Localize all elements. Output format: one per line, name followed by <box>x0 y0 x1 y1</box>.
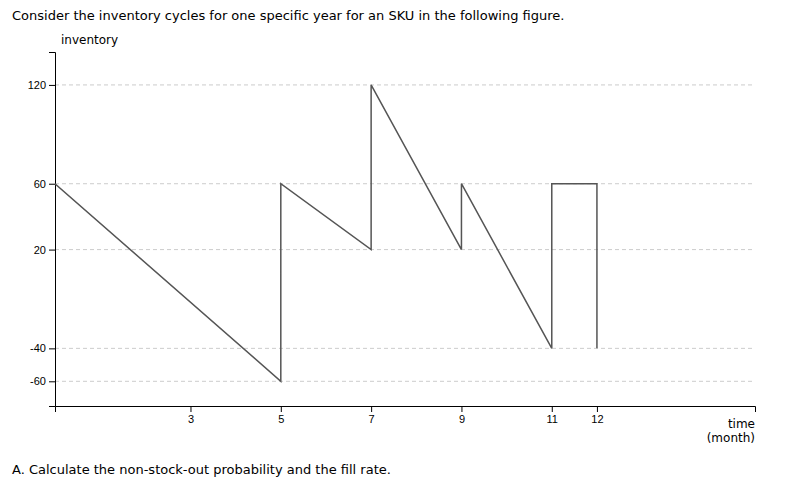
tick: 9 <box>459 406 465 425</box>
tick-label: 7 <box>369 413 375 425</box>
tick-label: 9 <box>459 413 465 425</box>
grid-line <box>55 183 755 184</box>
tick-mark <box>281 406 282 412</box>
x-axis-title-line: time <box>728 417 755 431</box>
tick: 7 <box>369 406 375 425</box>
grid-line <box>55 381 755 382</box>
tick: 3 <box>188 406 194 425</box>
tick-mark <box>597 406 598 412</box>
y-axis: 120 60 20 -40 -60 <box>28 53 56 407</box>
tick-mark <box>49 381 55 382</box>
tick-mark <box>190 406 191 412</box>
tick-label: 20 <box>34 244 46 256</box>
tick-mark <box>49 348 55 349</box>
inventory-line <box>55 85 597 381</box>
grid-line <box>55 348 755 349</box>
tick-label: 120 <box>28 79 46 91</box>
tick-label: -60 <box>30 375 46 387</box>
y-axis-title: inventory <box>61 33 118 47</box>
tick: -60 <box>30 375 55 387</box>
axis-line <box>56 407 756 413</box>
tick-label: 60 <box>34 178 46 190</box>
title: Consider the inventory cycles for one sp… <box>12 8 564 23</box>
grid-line <box>55 249 755 250</box>
x-axis-title-line: (month) <box>707 431 755 445</box>
tick: 11 <box>547 406 558 425</box>
x-axis: 3 5 7 9 11 12 <box>56 406 756 425</box>
tick-mark <box>49 184 55 185</box>
tick-mark <box>49 250 55 251</box>
tick: 120 <box>28 79 55 91</box>
axis-line <box>49 53 56 407</box>
tick-label: 5 <box>278 413 284 425</box>
marks <box>55 85 597 381</box>
tick-mark <box>461 406 462 412</box>
tick: 5 <box>278 406 284 425</box>
tick: 60 <box>34 178 55 190</box>
tick: 12 <box>591 406 603 425</box>
grid-line <box>55 84 755 85</box>
tick: -40 <box>30 342 55 354</box>
tick-label: 12 <box>591 413 603 425</box>
tick-label: -40 <box>30 342 46 354</box>
chart: 3 5 7 9 11 12 120 60 20 -40 -60 Consider the invent… <box>0 0 785 484</box>
tick-label: 11 <box>547 413 558 425</box>
tick-mark <box>552 406 553 412</box>
subtitle: A. Calculate the non-stock-out probabili… <box>12 462 391 477</box>
tick-mark <box>49 85 55 86</box>
plot-area: 3 5 7 9 11 12 120 60 20 -40 -60 <box>28 53 756 425</box>
tick-mark <box>371 406 372 412</box>
x-axis-title: time(month) <box>707 417 755 445</box>
grid <box>55 85 755 381</box>
tick: 20 <box>34 244 55 256</box>
tick-label: 3 <box>188 413 194 425</box>
